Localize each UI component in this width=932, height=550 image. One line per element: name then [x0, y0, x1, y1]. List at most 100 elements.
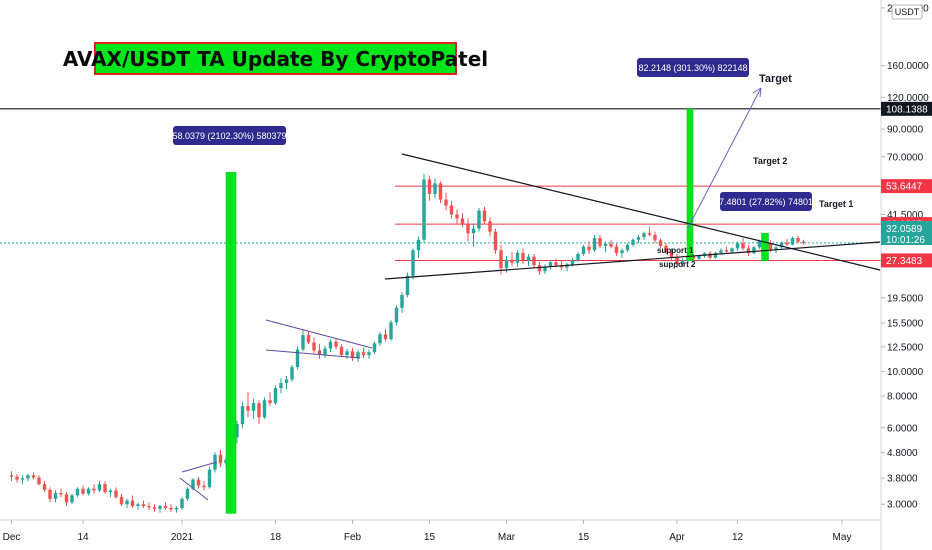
candle-body: [53, 493, 58, 499]
candle-body: [741, 243, 745, 249]
candle-body: [290, 367, 294, 380]
candle-body: [477, 210, 481, 229]
candle-body: [372, 343, 377, 353]
y-tick-label: 41.5000: [887, 210, 924, 221]
candle-body: [653, 234, 657, 241]
candle-body: [48, 489, 52, 499]
candle-body: [328, 341, 333, 349]
x-tick-label: 18: [270, 532, 282, 543]
candle-body: [42, 484, 47, 490]
candle-body: [20, 478, 25, 480]
candle-body: [218, 454, 223, 464]
candle-body: [235, 424, 239, 438]
measure-label-3: 7.4801 (27.82%) 74801: [719, 192, 813, 211]
candle-body: [405, 275, 410, 295]
candle-body: [422, 179, 426, 240]
candle-body: [64, 494, 69, 503]
candle-body: [697, 255, 701, 259]
chart-title: AVAX/USDT TA Update By CryptoPatel: [63, 47, 488, 71]
flag-lower-line: [265, 349, 361, 359]
y-tick-label: 19.5000: [887, 293, 924, 304]
candle-body: [169, 507, 173, 510]
wedge-upper-line: [181, 461, 218, 473]
candle-body: [279, 383, 283, 389]
x-tick-label: 15: [424, 532, 436, 543]
candle-body: [642, 233, 646, 238]
measure-bar: [225, 172, 237, 514]
candle-body: [713, 252, 718, 258]
candle-body: [460, 218, 465, 224]
x-axis[interactable]: Dec 14 2021 18 Feb 15 Mar 15 Apr 12 May: [0, 519, 881, 543]
svg-text:32.0589: 32.0589: [886, 224, 923, 235]
candle-body: [609, 243, 613, 247]
descending-trendline: [401, 153, 881, 271]
candle-body: [708, 253, 712, 258]
candle-body: [636, 237, 641, 240]
y-tick-label: 15.5000: [887, 319, 924, 330]
projection-arrowhead: [752, 87, 762, 98]
current-price-tag: 32.0589 10:01:26: [881, 221, 932, 246]
candle-body: [383, 334, 388, 340]
candle-body: [334, 341, 338, 347]
candle-body: [284, 379, 289, 384]
measure-label-1: 58.0379 (2102.30%) 580379: [172, 126, 287, 145]
candle-body: [136, 504, 140, 507]
candle-body: [757, 241, 762, 248]
candle-body: [438, 183, 443, 200]
candle-body: [180, 498, 184, 508]
candle-body: [411, 250, 415, 276]
y-axis[interactable]: 270.0000160.0000120.000090.000070.000041…: [880, 0, 932, 550]
y-tick-label: 4.8000: [887, 448, 918, 459]
candle-body: [202, 485, 206, 488]
candle-body: [499, 250, 503, 269]
candle-body: [444, 199, 448, 206]
candle-body: [675, 257, 679, 264]
candle-body: [543, 266, 547, 272]
candle-body: [125, 500, 129, 505]
candle-body: [746, 248, 751, 254]
candle-body: [427, 179, 432, 194]
candle-body: [86, 488, 91, 494]
measure-bar: [686, 108, 694, 261]
candle-body: [691, 256, 696, 259]
candle-body: [345, 351, 349, 356]
candle-body: [301, 335, 305, 350]
svg-text:10:01:26: 10:01:26: [886, 235, 925, 246]
y-tick-label: 10.0000: [887, 367, 924, 378]
candle-body: [449, 205, 454, 215]
y-tick-label: 6.0000: [887, 423, 918, 434]
candle-body: [378, 334, 382, 344]
candle-body: [147, 506, 151, 508]
y-tick-label: 3.8000: [887, 474, 918, 485]
candle-body: [191, 479, 195, 489]
candle-body: [163, 506, 168, 508]
candle-body: [537, 265, 542, 272]
y-tick-label: 12.5000: [887, 342, 924, 353]
candle-body: [576, 253, 580, 261]
candle-body: [647, 233, 652, 235]
annotation-support-1: support 1: [657, 246, 694, 255]
x-tick-label: Feb: [344, 532, 362, 543]
candle-body: [350, 351, 355, 358]
candle-body: [317, 350, 322, 356]
candle-body: [268, 400, 272, 404]
flag-upper-line: [265, 319, 373, 349]
candle-body: [631, 239, 635, 245]
candle-body: [493, 231, 498, 251]
price-tag-label: 27.3483: [886, 256, 923, 267]
candle-body: [433, 183, 437, 194]
candle-body: [768, 243, 773, 250]
candle-body: [724, 250, 729, 252]
price-tag-bg: [881, 179, 932, 194]
plot-area: AVAX/USDT TA Update By CryptoPatel 58.03…: [0, 42, 881, 514]
candle-body: [262, 400, 267, 418]
candle-body: [240, 406, 245, 425]
candle-body: [15, 476, 19, 480]
candle-body: [141, 504, 146, 507]
candle-body: [801, 241, 806, 243]
candle-body: [504, 259, 509, 269]
candle-body: [251, 403, 256, 411]
svg-text:58.0379 (2102.30%) 580379: 58.0379 (2102.30%) 580379: [172, 131, 286, 141]
candle-body: [658, 240, 663, 246]
